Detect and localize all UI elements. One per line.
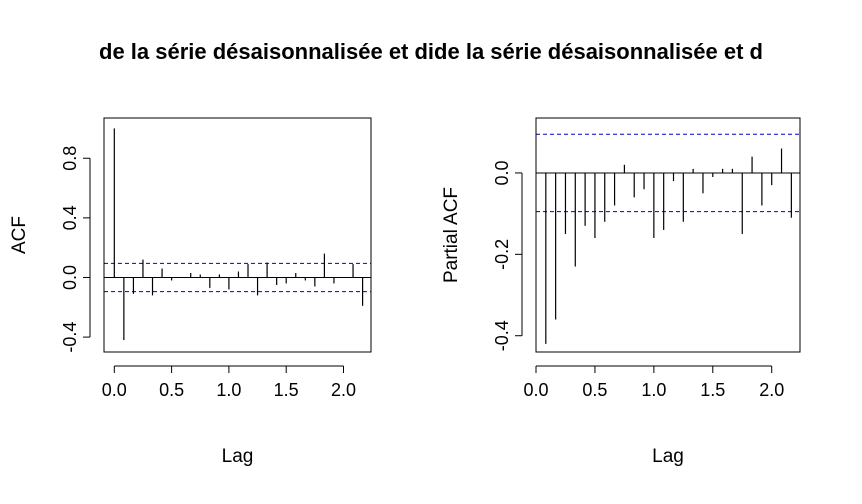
acf-y-tick-label: 0.0 bbox=[60, 265, 80, 290]
pacf-y-tick-label: -0.4 bbox=[492, 320, 512, 351]
acf-x-tick-label: 1.0 bbox=[216, 380, 241, 400]
pacf-x-tick-label: 0.0 bbox=[523, 380, 548, 400]
pacf-x-tick-label: 1.5 bbox=[700, 380, 725, 400]
acf-y-axis-title: ACF bbox=[9, 216, 30, 254]
figure-title: de la série désaisonnalisée et dide la s… bbox=[99, 39, 763, 64]
acf-y-tick-label: 0.4 bbox=[60, 205, 80, 230]
acf-x-tick-label: 1.5 bbox=[274, 380, 299, 400]
acf-y-tick-label: -0.4 bbox=[60, 322, 80, 353]
pacf-x-tick-label: 2.0 bbox=[759, 380, 784, 400]
pacf-y-tick-label: -0.2 bbox=[492, 239, 512, 270]
pacf-y-axis-title: Partial ACF bbox=[441, 187, 462, 283]
acf-x-tick-label: 2.0 bbox=[331, 380, 356, 400]
acf-panel: 0.0 0.5 1.0 1.5 2.0 -0.4 0.0 0.4 0.8 Lag ACF bbox=[9, 117, 372, 467]
pacf-panel: 0.0 0.5 1.0 1.5 2.0 -0.4 -0.2 0.0 Lag Partial ACF bbox=[441, 117, 801, 467]
acf-plot-frame bbox=[103, 117, 372, 353]
acf-x-tick-label: 0.5 bbox=[159, 380, 184, 400]
acf-x-axis-title: Lag bbox=[222, 446, 254, 467]
pacf-x-tick-label: 1.0 bbox=[641, 380, 666, 400]
pacf-x-tick-label: 0.5 bbox=[582, 380, 607, 400]
pacf-x-axis-title: Lag bbox=[652, 446, 684, 467]
acf-y-tick-label: 0.8 bbox=[60, 146, 80, 171]
pacf-y-tick-label: 0.0 bbox=[492, 160, 512, 185]
pacf-plot-frame bbox=[535, 117, 801, 353]
acf-x-tick-label: 0.0 bbox=[102, 380, 127, 400]
